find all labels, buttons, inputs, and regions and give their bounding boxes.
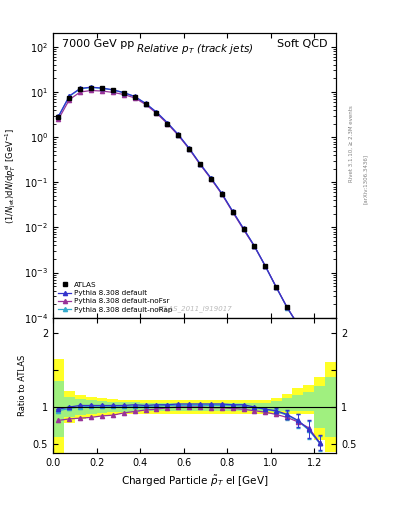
Text: 7000 GeV pp: 7000 GeV pp xyxy=(62,39,134,49)
Y-axis label: $(1/N_{\rm jet}){\rm d}N/{\rm d}p^{\rm el}_T$ [GeV$^{-1}$]: $(1/N_{\rm jet}){\rm d}N/{\rm d}p^{\rm e… xyxy=(4,127,18,224)
Text: Relative $p_T$ (track jets): Relative $p_T$ (track jets) xyxy=(136,42,253,56)
Text: [arXiv:1306.3436]: [arXiv:1306.3436] xyxy=(363,154,368,204)
X-axis label: Charged Particle $\tilde{p}_T$ el [GeV]: Charged Particle $\tilde{p}_T$ el [GeV] xyxy=(121,474,268,488)
Legend: ATLAS, Pythia 8.308 default, Pythia 8.308 default-noFsr, Pythia 8.308 default-no: ATLAS, Pythia 8.308 default, Pythia 8.30… xyxy=(57,281,174,314)
Text: Rivet 3.1.10, ≥ 2.3M events: Rivet 3.1.10, ≥ 2.3M events xyxy=(349,105,354,182)
Text: Soft QCD: Soft QCD xyxy=(277,39,327,49)
Text: ATLAS_2011_I919017: ATLAS_2011_I919017 xyxy=(157,305,232,312)
Y-axis label: Ratio to ATLAS: Ratio to ATLAS xyxy=(18,355,27,416)
